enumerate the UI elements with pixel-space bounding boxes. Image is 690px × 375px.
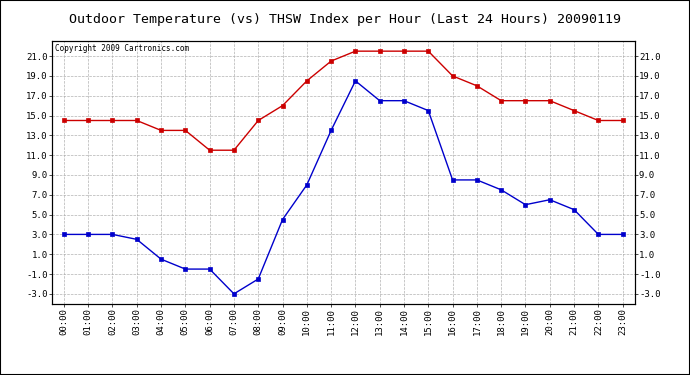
Text: Copyright 2009 Cartronics.com: Copyright 2009 Cartronics.com <box>55 44 189 53</box>
Text: Outdoor Temperature (vs) THSW Index per Hour (Last 24 Hours) 20090119: Outdoor Temperature (vs) THSW Index per … <box>69 13 621 26</box>
